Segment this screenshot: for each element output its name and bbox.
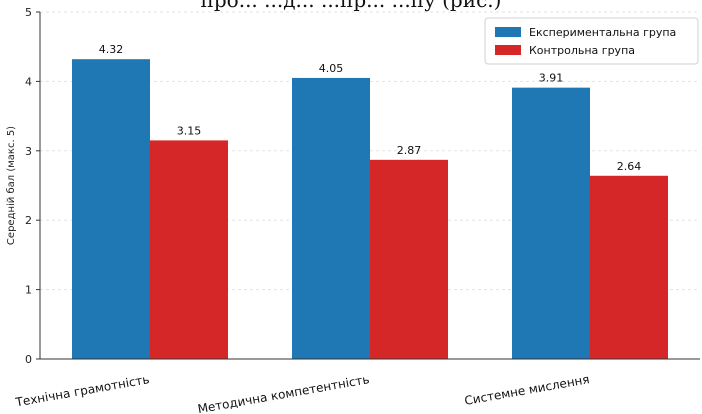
bar-experimental-0 bbox=[72, 59, 150, 359]
caption-fragment: про... ...д... ...пр... ...пу (рис.) bbox=[200, 0, 502, 12]
y-tick-label: 1 bbox=[25, 284, 32, 297]
data-labels-layer: 4.32 3.15 4.05 2.87 3.91 2.64 bbox=[99, 43, 642, 173]
legend-label: Експериментальна група bbox=[529, 26, 676, 39]
data-label: 3.15 bbox=[177, 124, 202, 137]
data-label: 3.91 bbox=[539, 72, 564, 85]
x-category-label: Методична компетентність bbox=[197, 372, 371, 414]
y-axis-label: Середній бал (макс. 5) bbox=[5, 126, 17, 245]
bar-control-1 bbox=[370, 159, 448, 359]
y-tick-label: 4 bbox=[25, 75, 32, 88]
data-label: 2.87 bbox=[397, 144, 422, 157]
axes-layer bbox=[39, 12, 700, 360]
x-category-label: Технічна грамотність bbox=[14, 372, 151, 410]
bar-control-2 bbox=[590, 175, 668, 359]
data-label: 4.32 bbox=[99, 43, 124, 56]
y-tick-label: 5 bbox=[25, 6, 32, 19]
y-tick-label: 0 bbox=[25, 353, 32, 366]
bar-experimental-1 bbox=[292, 77, 370, 360]
y-tick-label: 3 bbox=[25, 145, 32, 158]
legend-swatch bbox=[495, 27, 521, 37]
legend-label: Контрольна група bbox=[529, 44, 635, 57]
x-category-label: Системне мислення bbox=[463, 372, 590, 408]
x-category-labels: Технічна грамотність Методична компетентн… bbox=[14, 372, 591, 414]
y-tick-label: 2 bbox=[25, 214, 32, 227]
bar-control-0 bbox=[150, 140, 228, 359]
legend-box bbox=[484, 17, 699, 65]
bar-experimental-2 bbox=[512, 87, 590, 360]
bars-layer bbox=[72, 59, 668, 360]
legend: Експериментальна група Контрольна група bbox=[484, 17, 699, 65]
data-label: 4.05 bbox=[319, 62, 344, 75]
legend-swatch bbox=[495, 45, 521, 55]
y-tick-labels: 0 1 2 3 4 5 bbox=[25, 6, 40, 366]
caption-fragment-strip: про... ...д... ...пр... ...пу (рис.) bbox=[0, 0, 702, 12]
data-label: 2.64 bbox=[617, 160, 642, 173]
